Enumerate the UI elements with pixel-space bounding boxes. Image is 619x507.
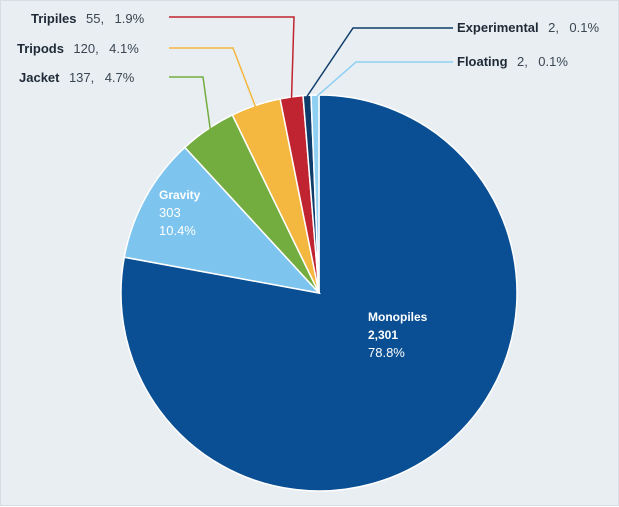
label-monopiles-percent: 78.8% [368,345,405,360]
label-jacket-name: Jacket [19,70,60,85]
label-monopiles: Monopiles 2,301 78.8% [368,310,428,360]
label-jacket: Jacket 137, 4.7% [19,69,135,86]
pie-slice-gravity [123,146,322,295]
label-monopiles-name: Monopiles [368,310,428,324]
leader-line-jacket [169,76,213,138]
label-gravity: Gravity 303 10.4% [159,188,201,238]
label-tripiles-percent: 1.9% [115,11,145,26]
leader-line-floating [315,61,453,98]
label-floating-name: Floating [457,54,508,69]
label-gravity-value: 303 [159,205,181,220]
label-floating: Floating 2, 0.1% [457,53,568,70]
leader-line-tripiles [169,16,295,99]
label-experimental-percent: 0.1% [569,20,599,35]
label-experimental-value: 2, [548,20,559,35]
label-tripods: Tripods 120, 4.1% [17,40,139,57]
label-tripods-value: 120, [73,41,98,56]
label-floating-percent: 0.1% [538,54,568,69]
label-monopiles-value: 2,301 [368,328,398,342]
label-jacket-percent: 4.7% [105,70,135,85]
pie-slices [120,94,518,492]
leader-line-tripods [169,47,257,108]
label-tripods-name: Tripods [17,41,64,56]
label-jacket-value: 137, [69,70,94,85]
label-tripiles-name: Tripiles [31,11,77,26]
label-floating-value: 2, [517,54,528,69]
label-tripods-percent: 4.1% [109,41,139,56]
leader-lines [169,16,453,138]
pie-slice-monopiles [120,94,518,492]
label-tripiles-value: 55, [86,11,104,26]
label-gravity-percent: 10.4% [159,223,196,238]
label-experimental: Experimental 2, 0.1% [457,19,599,36]
label-tripiles: Tripiles 55, 1.9% [31,10,145,27]
leader-line-experimental [306,27,453,97]
label-experimental-name: Experimental [457,20,539,35]
label-gravity-name: Gravity [159,188,201,202]
